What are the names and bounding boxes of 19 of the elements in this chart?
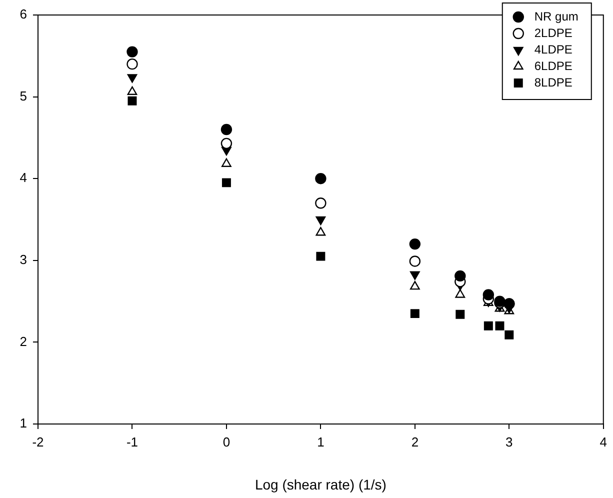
legend-label: 4LDPE (534, 42, 572, 56)
x-tick-label: -2 (32, 434, 44, 450)
legend-label: NR gum (534, 9, 578, 24)
y-tick-label: 3 (20, 252, 27, 267)
x-tick-label: 4 (600, 434, 607, 450)
legend-label: 8LDPE (534, 75, 572, 90)
legend-label: 2LDPE (534, 26, 572, 40)
x-tick-label: 3 (506, 434, 513, 450)
x-tick-label: 0 (222, 434, 230, 450)
y-tick-label: 5 (20, 88, 27, 104)
legend-label: 6LDPE (534, 58, 572, 73)
x-axis-title: Log (shear rate) (1/s) (254, 476, 386, 492)
x-tick-label: 1 (317, 434, 324, 450)
x-tick-label: 2 (411, 434, 419, 450)
x-tick-label: -1 (126, 434, 138, 450)
y-tick-label: 6 (20, 6, 27, 22)
y-tick-label: 1 (20, 416, 27, 431)
y-tick-label: 2 (20, 334, 27, 349)
y-tick-label: 4 (20, 170, 27, 186)
